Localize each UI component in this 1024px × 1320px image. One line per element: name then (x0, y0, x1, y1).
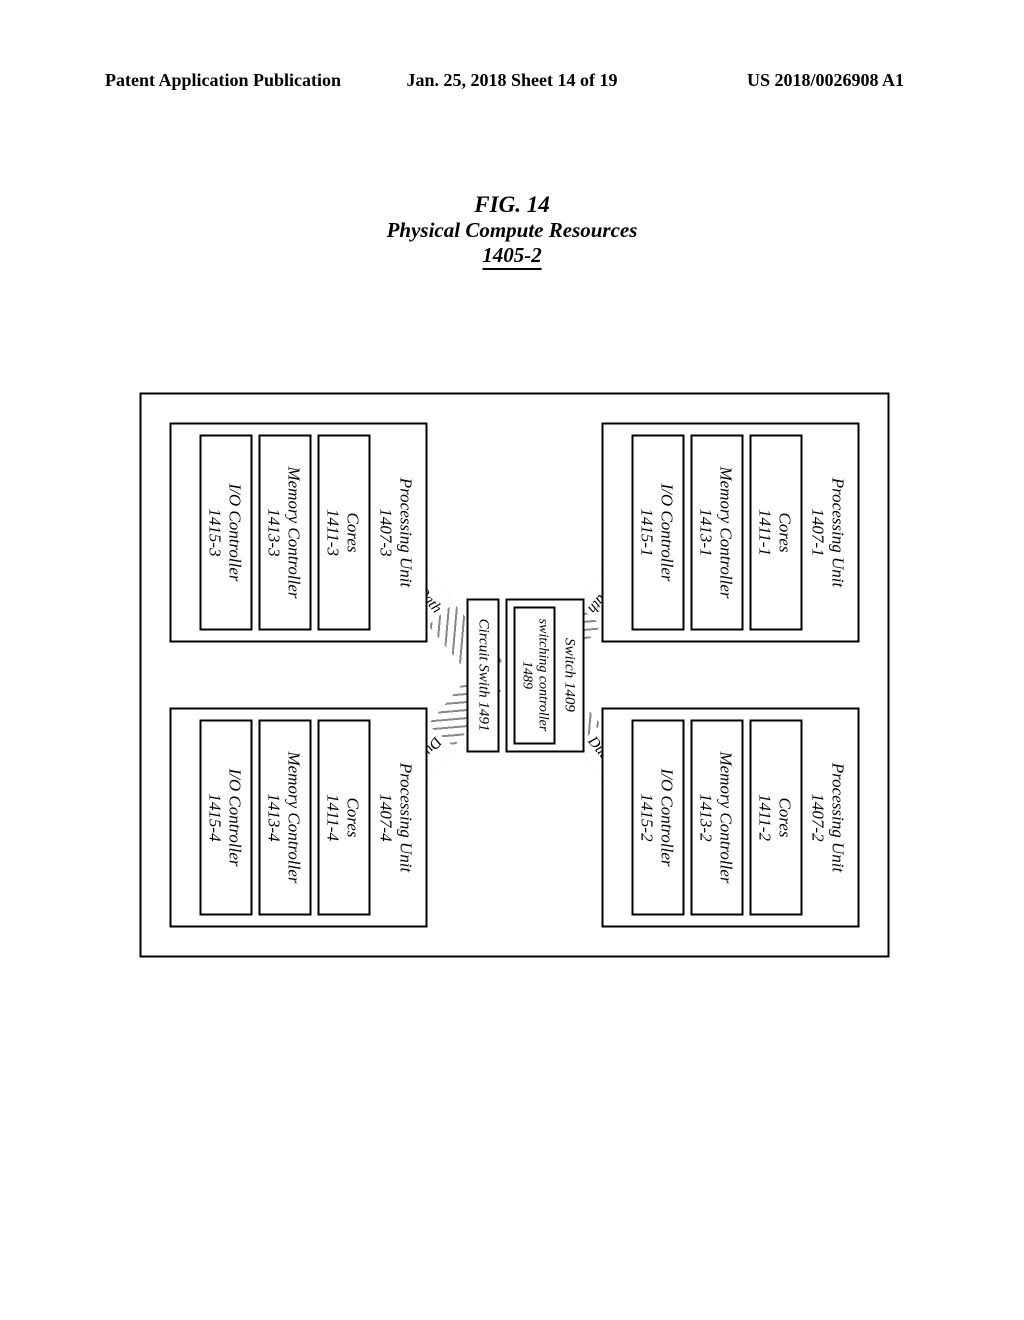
center-block: Switch 1409 switching controller 1489 Ci… (467, 598, 585, 752)
pu2-cores-label: Cores (775, 798, 794, 838)
pu1-cores-id: 1411-1 (756, 509, 775, 556)
pu2-mem-label: Memory Controller (716, 751, 735, 883)
pu1-io-controller: I/O Controller 1415-1 (631, 435, 684, 631)
pu2-io-label: I/O Controller (657, 768, 676, 866)
pu2-id: 1407-2 (809, 793, 828, 841)
processing-unit-2: Processing Unit 1407-2 Cores 1411-2 Memo… (602, 708, 860, 928)
pu1-cores: Cores 1411-1 (749, 435, 802, 631)
pu1-memory-controller: Memory Controller 1413-1 (690, 435, 743, 631)
pu3-title: Processing Unit 1407-3 (376, 425, 415, 641)
header-right: US 2018/0026908 A1 (747, 70, 904, 91)
figure-title-block: FIG. 14 Physical Compute Resources 1405-… (387, 192, 638, 270)
header-left: Patent Application Publication (105, 70, 341, 91)
figure-subtitle: Physical Compute Resources (387, 218, 638, 243)
pu3-memory-controller: Memory Controller 1413-3 (258, 435, 311, 631)
pu4-id: 1407-4 (377, 793, 396, 841)
switching-controller: switching controller 1489 (514, 606, 556, 744)
pu1-io-label: I/O Controller (657, 483, 676, 581)
pu3-io-controller: I/O Controller 1415-3 (199, 435, 252, 631)
pu2-title-text: Processing Unit (829, 763, 848, 872)
processing-unit-4: Processing Unit 1407-4 Cores 1411-4 Memo… (170, 708, 428, 928)
figure-refnum: 1405-2 (482, 243, 542, 270)
pu1-title: Processing Unit 1407-1 (808, 425, 847, 641)
pu2-title: Processing Unit 1407-2 (808, 710, 847, 926)
header-mid: Jan. 25, 2018 Sheet 14 of 19 (407, 70, 618, 91)
pu1-mem-id: 1413-1 (697, 508, 716, 556)
pu4-io-controller: I/O Controller 1415-4 (199, 720, 252, 916)
pu2-io-controller: I/O Controller 1415-2 (631, 720, 684, 916)
pu4-cores: Cores 1411-4 (317, 720, 370, 916)
pu3-io-label: I/O Controller (225, 483, 244, 581)
pu3-mem-id: 1413-3 (265, 508, 284, 556)
switch-box: Switch 1409 switching controller 1489 (506, 598, 585, 752)
pu3-cores-label: Cores (343, 513, 362, 553)
pu3-cores-id: 1411-3 (324, 509, 343, 556)
pu3-mem-label: Memory Controller (284, 466, 303, 598)
pu4-title: Processing Unit 1407-4 (376, 710, 415, 926)
pu3-io-id: 1415-3 (206, 508, 225, 556)
pu2-mem-id: 1413-2 (697, 793, 716, 841)
pu3-id: 1407-3 (377, 508, 396, 556)
pu3-title-text: Processing Unit (397, 478, 416, 587)
pu4-cores-label: Cores (343, 798, 362, 838)
pu1-cores-label: Cores (775, 513, 794, 553)
switch-title: Switch 1409 (558, 600, 583, 750)
pu4-io-label: I/O Controller (225, 768, 244, 866)
pu4-mem-label: Memory Controller (284, 751, 303, 883)
pu1-mem-label: Memory Controller (716, 466, 735, 598)
figure-number: FIG. 14 (387, 192, 638, 218)
pu1-id: 1407-1 (809, 508, 828, 556)
pu1-title-text: Processing Unit (829, 478, 848, 587)
pu2-cores: Cores 1411-2 (749, 720, 802, 916)
pu4-io-id: 1415-4 (206, 793, 225, 841)
pu3-cores: Cores 1411-3 (317, 435, 370, 631)
diagram-container: Dual Path Dual Path Dual Path Dual Path … (140, 393, 890, 958)
pu4-cores-id: 1411-4 (324, 794, 343, 841)
pu4-mem-id: 1413-4 (265, 793, 284, 841)
pu4-title-text: Processing Unit (397, 763, 416, 872)
pu2-cores-id: 1411-2 (756, 794, 775, 841)
pu1-io-id: 1415-1 (638, 508, 657, 556)
pu2-io-id: 1415-2 (638, 793, 657, 841)
pu2-memory-controller: Memory Controller 1413-2 (690, 720, 743, 916)
processing-unit-1: Processing Unit 1407-1 Cores 1411-1 Memo… (602, 423, 860, 643)
pu4-memory-controller: Memory Controller 1413-4 (258, 720, 311, 916)
circuit-switch-box: Circuit Swith 1491 (467, 598, 500, 752)
processing-unit-3: Processing Unit 1407-3 Cores 1411-3 Memo… (170, 423, 428, 643)
